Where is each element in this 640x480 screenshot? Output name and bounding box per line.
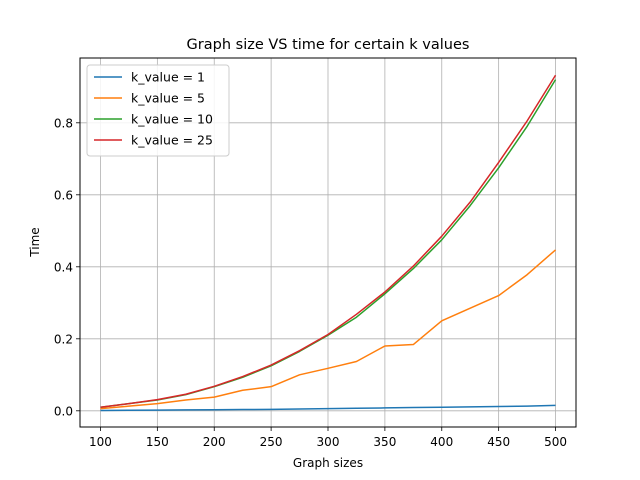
x-tick-label: 350 bbox=[373, 435, 396, 449]
series-line-4 bbox=[100, 74, 557, 408]
legend-box bbox=[86, 64, 230, 157]
legend-label: k_value = 10 bbox=[131, 112, 213, 127]
y-tick-label: 0.8 bbox=[54, 116, 73, 130]
y-axis-ticks: 0.0 0.2 0.4 0.6 0.8 bbox=[54, 116, 80, 418]
legend: k_value = 1 k_value = 5 k_value = 10 k_valu… bbox=[86, 64, 230, 157]
grid bbox=[80, 58, 576, 427]
y-tick-label: 0.4 bbox=[54, 260, 73, 274]
series-line-1 bbox=[100, 404, 556, 412]
y-tick-label: 0.6 bbox=[54, 188, 73, 202]
x-axis-ticks: 100 150 200 250 300 350 400 450 500 bbox=[89, 427, 567, 449]
x-tick-label: 100 bbox=[89, 435, 112, 449]
x-tick-label: 300 bbox=[317, 435, 340, 449]
x-tick-label: 150 bbox=[146, 435, 169, 449]
legend-label: k_value = 25 bbox=[131, 133, 213, 148]
legend-label: k_value = 1 bbox=[131, 70, 205, 85]
y-axis-label: Time bbox=[28, 227, 42, 257]
x-tick-label: 450 bbox=[487, 435, 510, 449]
y-tick-label: 0.2 bbox=[54, 332, 73, 346]
legend-label: k_value = 5 bbox=[131, 91, 205, 106]
x-axis-label: Graph sizes bbox=[293, 456, 363, 470]
y-tick-label: 0.0 bbox=[54, 404, 73, 418]
x-tick-label: 250 bbox=[260, 435, 283, 449]
x-tick-label: 500 bbox=[544, 435, 567, 449]
series-line-2 bbox=[100, 249, 557, 410]
chart-title: Graph size VS time for certain k values bbox=[187, 37, 470, 53]
series-lines bbox=[100, 74, 557, 412]
x-tick-label: 400 bbox=[430, 435, 453, 449]
x-tick-label: 200 bbox=[203, 435, 226, 449]
